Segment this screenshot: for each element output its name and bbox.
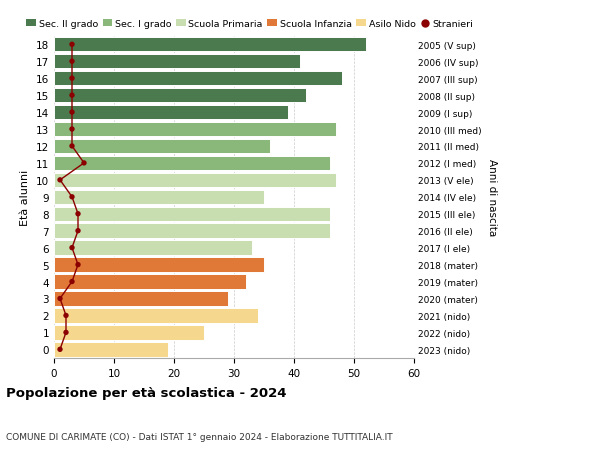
Point	[55, 177, 65, 184]
Point	[67, 41, 77, 49]
Point	[67, 245, 77, 252]
Point	[73, 228, 83, 235]
Point	[67, 278, 77, 285]
Y-axis label: Anni di nascita: Anni di nascita	[487, 159, 497, 236]
Y-axis label: Età alunni: Età alunni	[20, 169, 31, 225]
Point	[67, 92, 77, 100]
Bar	[54, 157, 330, 171]
Bar	[54, 190, 264, 205]
Point	[55, 346, 65, 353]
Point	[73, 261, 83, 269]
Bar	[54, 123, 336, 137]
Point	[55, 295, 65, 302]
Bar	[54, 258, 264, 272]
Bar	[54, 89, 306, 103]
Point	[61, 312, 71, 319]
Bar	[54, 106, 288, 120]
Point	[73, 211, 83, 218]
Bar	[54, 173, 336, 188]
Bar	[54, 140, 270, 154]
Bar	[54, 241, 252, 255]
Bar	[54, 224, 330, 238]
Point	[67, 75, 77, 83]
Point	[61, 329, 71, 336]
Bar	[54, 308, 258, 323]
Bar	[54, 325, 204, 340]
Point	[67, 194, 77, 201]
Bar	[54, 38, 366, 52]
Bar	[54, 275, 246, 289]
Point	[67, 126, 77, 134]
Point	[67, 143, 77, 150]
Point	[67, 58, 77, 66]
Bar	[54, 207, 330, 221]
Bar	[54, 55, 300, 69]
Legend: Sec. II grado, Sec. I grado, Scuola Primaria, Scuola Infanzia, Asilo Nido, Stran: Sec. II grado, Sec. I grado, Scuola Prim…	[26, 20, 473, 29]
Bar	[54, 72, 342, 86]
Bar	[54, 342, 168, 357]
Bar	[54, 291, 228, 306]
Text: Popolazione per età scolastica - 2024: Popolazione per età scolastica - 2024	[6, 386, 287, 399]
Text: COMUNE DI CARIMATE (CO) - Dati ISTAT 1° gennaio 2024 - Elaborazione TUTTITALIA.I: COMUNE DI CARIMATE (CO) - Dati ISTAT 1° …	[6, 431, 392, 441]
Point	[79, 160, 89, 167]
Point	[67, 109, 77, 117]
